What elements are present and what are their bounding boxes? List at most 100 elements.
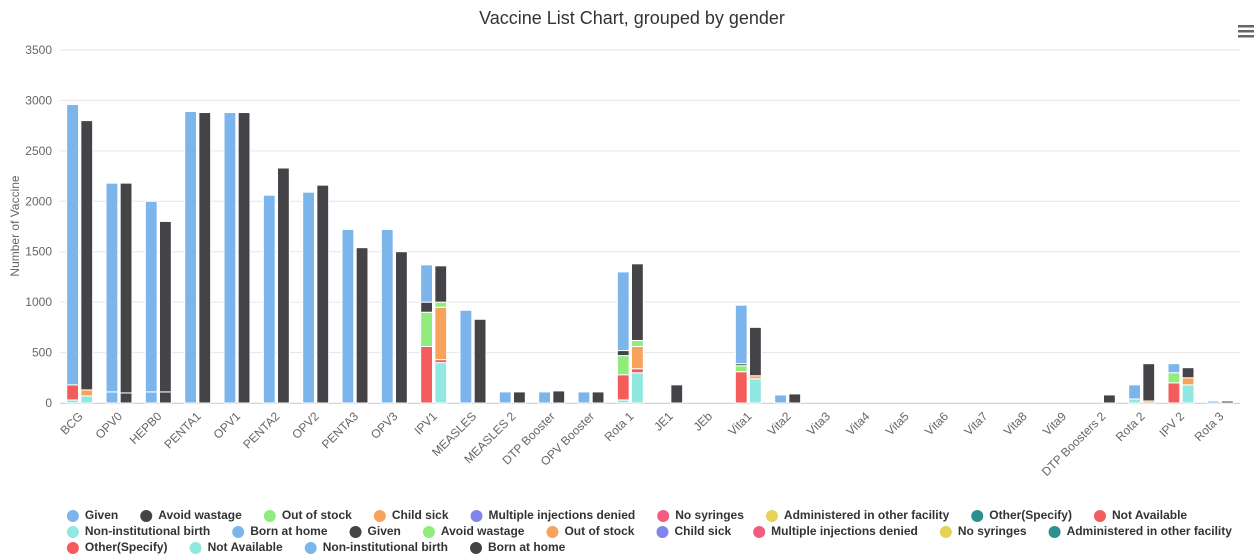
bar-segment (670, 384, 684, 404)
legend-item[interactable]: Avoid wastage (140, 508, 242, 522)
bar-segment (80, 395, 94, 404)
bar-segment (105, 182, 119, 393)
x-tick-label: HEPB0 (127, 409, 165, 447)
legend-symbol (546, 526, 559, 538)
bar-segment (788, 393, 802, 404)
bar-segment (223, 112, 237, 404)
legend-symbol (232, 526, 245, 538)
bar-segment (434, 362, 448, 404)
bar-segment (473, 318, 487, 404)
bar-segment (774, 394, 787, 404)
legend-symbol (657, 510, 670, 522)
bar-segment (552, 390, 566, 404)
legend-label: Born at home (250, 524, 328, 538)
legend-item[interactable]: Administered in other facility (1048, 524, 1233, 538)
x-tick-label: IPV 2 (1156, 409, 1187, 440)
legend-item[interactable]: Non-institutional birth (66, 524, 210, 538)
legend-symbol (263, 510, 276, 522)
x-tick-label: JE1 (651, 409, 676, 434)
bar-segment (420, 346, 433, 404)
legend-item[interactable]: Born at home (470, 540, 566, 554)
menu-button[interactable] (1238, 25, 1254, 38)
y-tick-label: 1500 (25, 245, 52, 259)
x-tick-label: Vita9 (1040, 409, 1069, 438)
legend-item[interactable]: Child sick (656, 524, 732, 538)
bar-segment (1181, 367, 1195, 379)
legend-symbol (1048, 526, 1061, 538)
y-tick-label: 2000 (25, 194, 52, 208)
legend-item[interactable]: Born at home (232, 524, 328, 538)
legend-item[interactable]: Non-institutional birth (304, 540, 448, 554)
bar-segment (1128, 384, 1141, 400)
legend-symbol (656, 526, 669, 538)
menu-bar (1238, 25, 1254, 28)
bar-segment (420, 301, 433, 313)
legend-item[interactable]: Multiple injections denied (753, 524, 918, 538)
legend-symbol (373, 510, 386, 522)
bar-segment (380, 229, 394, 404)
chart-title: Vaccine List Chart, grouped by gender (479, 8, 785, 28)
bar-segment (591, 391, 605, 404)
legend-item[interactable]: Other(Specify) (971, 508, 1072, 522)
legend-label: No syringes (675, 508, 744, 522)
bar-segment (1167, 363, 1181, 374)
bar-segment (80, 389, 94, 397)
legend-label: Not Available (208, 540, 283, 554)
bar-segment (420, 311, 433, 348)
legend-symbol (939, 526, 952, 538)
bar-segment (734, 371, 748, 404)
legend-item[interactable]: Given (349, 524, 401, 538)
bar-segment (1167, 372, 1181, 384)
legend-symbol (66, 542, 79, 554)
bar-segment (159, 220, 172, 393)
bar-segment (144, 200, 158, 393)
bar-segment (1142, 363, 1156, 402)
legend-symbol (304, 542, 317, 554)
bar-segment (66, 103, 79, 386)
x-tick-label: PENTA2 (240, 409, 283, 452)
legend-item[interactable]: Given (66, 508, 118, 522)
x-tick-label: Vita3 (804, 409, 833, 438)
bar-segment (1167, 382, 1181, 404)
legend-label: Non-institutional birth (323, 540, 448, 554)
bar-segment (734, 365, 748, 373)
legend-symbol (753, 526, 766, 538)
legend-label: Other(Specify) (85, 540, 168, 554)
legend-symbol (66, 526, 79, 538)
bar-segment (341, 229, 355, 404)
legend-label: Multiple injections denied (771, 524, 918, 538)
legend-symbol (66, 510, 79, 522)
legend-symbol (422, 526, 435, 538)
y-tick-label: 1000 (25, 295, 52, 309)
legend-label: No syringes (958, 524, 1027, 538)
bar-segment (105, 391, 119, 404)
x-tick-label: Rota 3 (1192, 409, 1227, 444)
bar-segment (434, 306, 448, 361)
legend-item[interactable]: Out of stock (546, 524, 635, 538)
x-tick-label: Vita6 (922, 409, 951, 438)
legend-item[interactable]: Not Available (1093, 508, 1187, 522)
legend-label: Administered in other facility (784, 508, 950, 522)
bar-segment (498, 391, 512, 404)
legend-item[interactable]: Other(Specify) (66, 540, 168, 554)
bar-segment (616, 355, 630, 376)
legend-item[interactable]: Not Available (189, 540, 283, 554)
bar-segment (616, 271, 630, 352)
bar-segment (237, 112, 251, 404)
legend-symbol (189, 542, 202, 554)
bar-segment (316, 184, 330, 404)
legend-item[interactable]: Avoid wastage (422, 524, 525, 538)
legend-item[interactable]: Out of stock (263, 508, 352, 522)
legend-item[interactable]: No syringes (939, 524, 1027, 538)
legend-item[interactable]: Multiple injections denied (470, 508, 636, 522)
bar-segment (616, 374, 630, 401)
bar-segment (749, 326, 762, 377)
bar-segment (119, 182, 133, 394)
menu-bar (1238, 35, 1254, 38)
bar-segment (302, 191, 315, 404)
x-tick-label: Vita7 (961, 409, 990, 438)
menu-bar (1238, 30, 1254, 33)
legend-item[interactable]: Child sick (373, 508, 449, 522)
legend-item[interactable]: No syringes (657, 508, 744, 522)
legend-item[interactable]: Administered in other facility (765, 508, 950, 522)
